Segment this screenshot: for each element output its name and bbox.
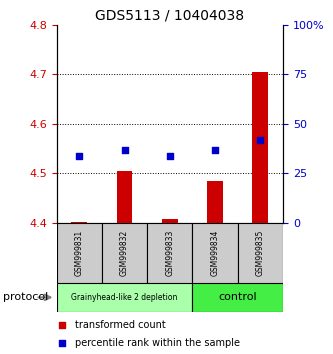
- FancyBboxPatch shape: [147, 223, 192, 283]
- Text: percentile rank within the sample: percentile rank within the sample: [75, 338, 240, 348]
- Bar: [252, 72, 268, 223]
- Bar: [117, 171, 133, 223]
- Point: [77, 153, 82, 159]
- Bar: [162, 219, 178, 223]
- FancyBboxPatch shape: [192, 223, 238, 283]
- FancyBboxPatch shape: [57, 283, 192, 312]
- Text: protocol: protocol: [3, 292, 49, 302]
- Point: [122, 147, 127, 153]
- Point: [167, 153, 172, 159]
- Bar: [207, 181, 223, 223]
- Bar: [71, 222, 87, 223]
- FancyBboxPatch shape: [192, 283, 283, 312]
- Text: control: control: [218, 292, 257, 302]
- FancyBboxPatch shape: [57, 223, 102, 283]
- FancyBboxPatch shape: [102, 223, 147, 283]
- FancyBboxPatch shape: [238, 223, 283, 283]
- Text: GSM999832: GSM999832: [120, 230, 129, 276]
- Title: GDS5113 / 10404038: GDS5113 / 10404038: [95, 8, 244, 22]
- Text: GSM999834: GSM999834: [210, 230, 220, 276]
- Text: Grainyhead-like 2 depletion: Grainyhead-like 2 depletion: [71, 293, 178, 302]
- Text: GSM999835: GSM999835: [256, 230, 265, 276]
- Point: [59, 340, 65, 346]
- Point: [258, 137, 263, 143]
- Text: GSM999833: GSM999833: [165, 230, 174, 276]
- Text: transformed count: transformed count: [75, 320, 166, 330]
- Text: GSM999831: GSM999831: [75, 230, 84, 276]
- Point: [212, 147, 218, 153]
- Point: [59, 322, 65, 328]
